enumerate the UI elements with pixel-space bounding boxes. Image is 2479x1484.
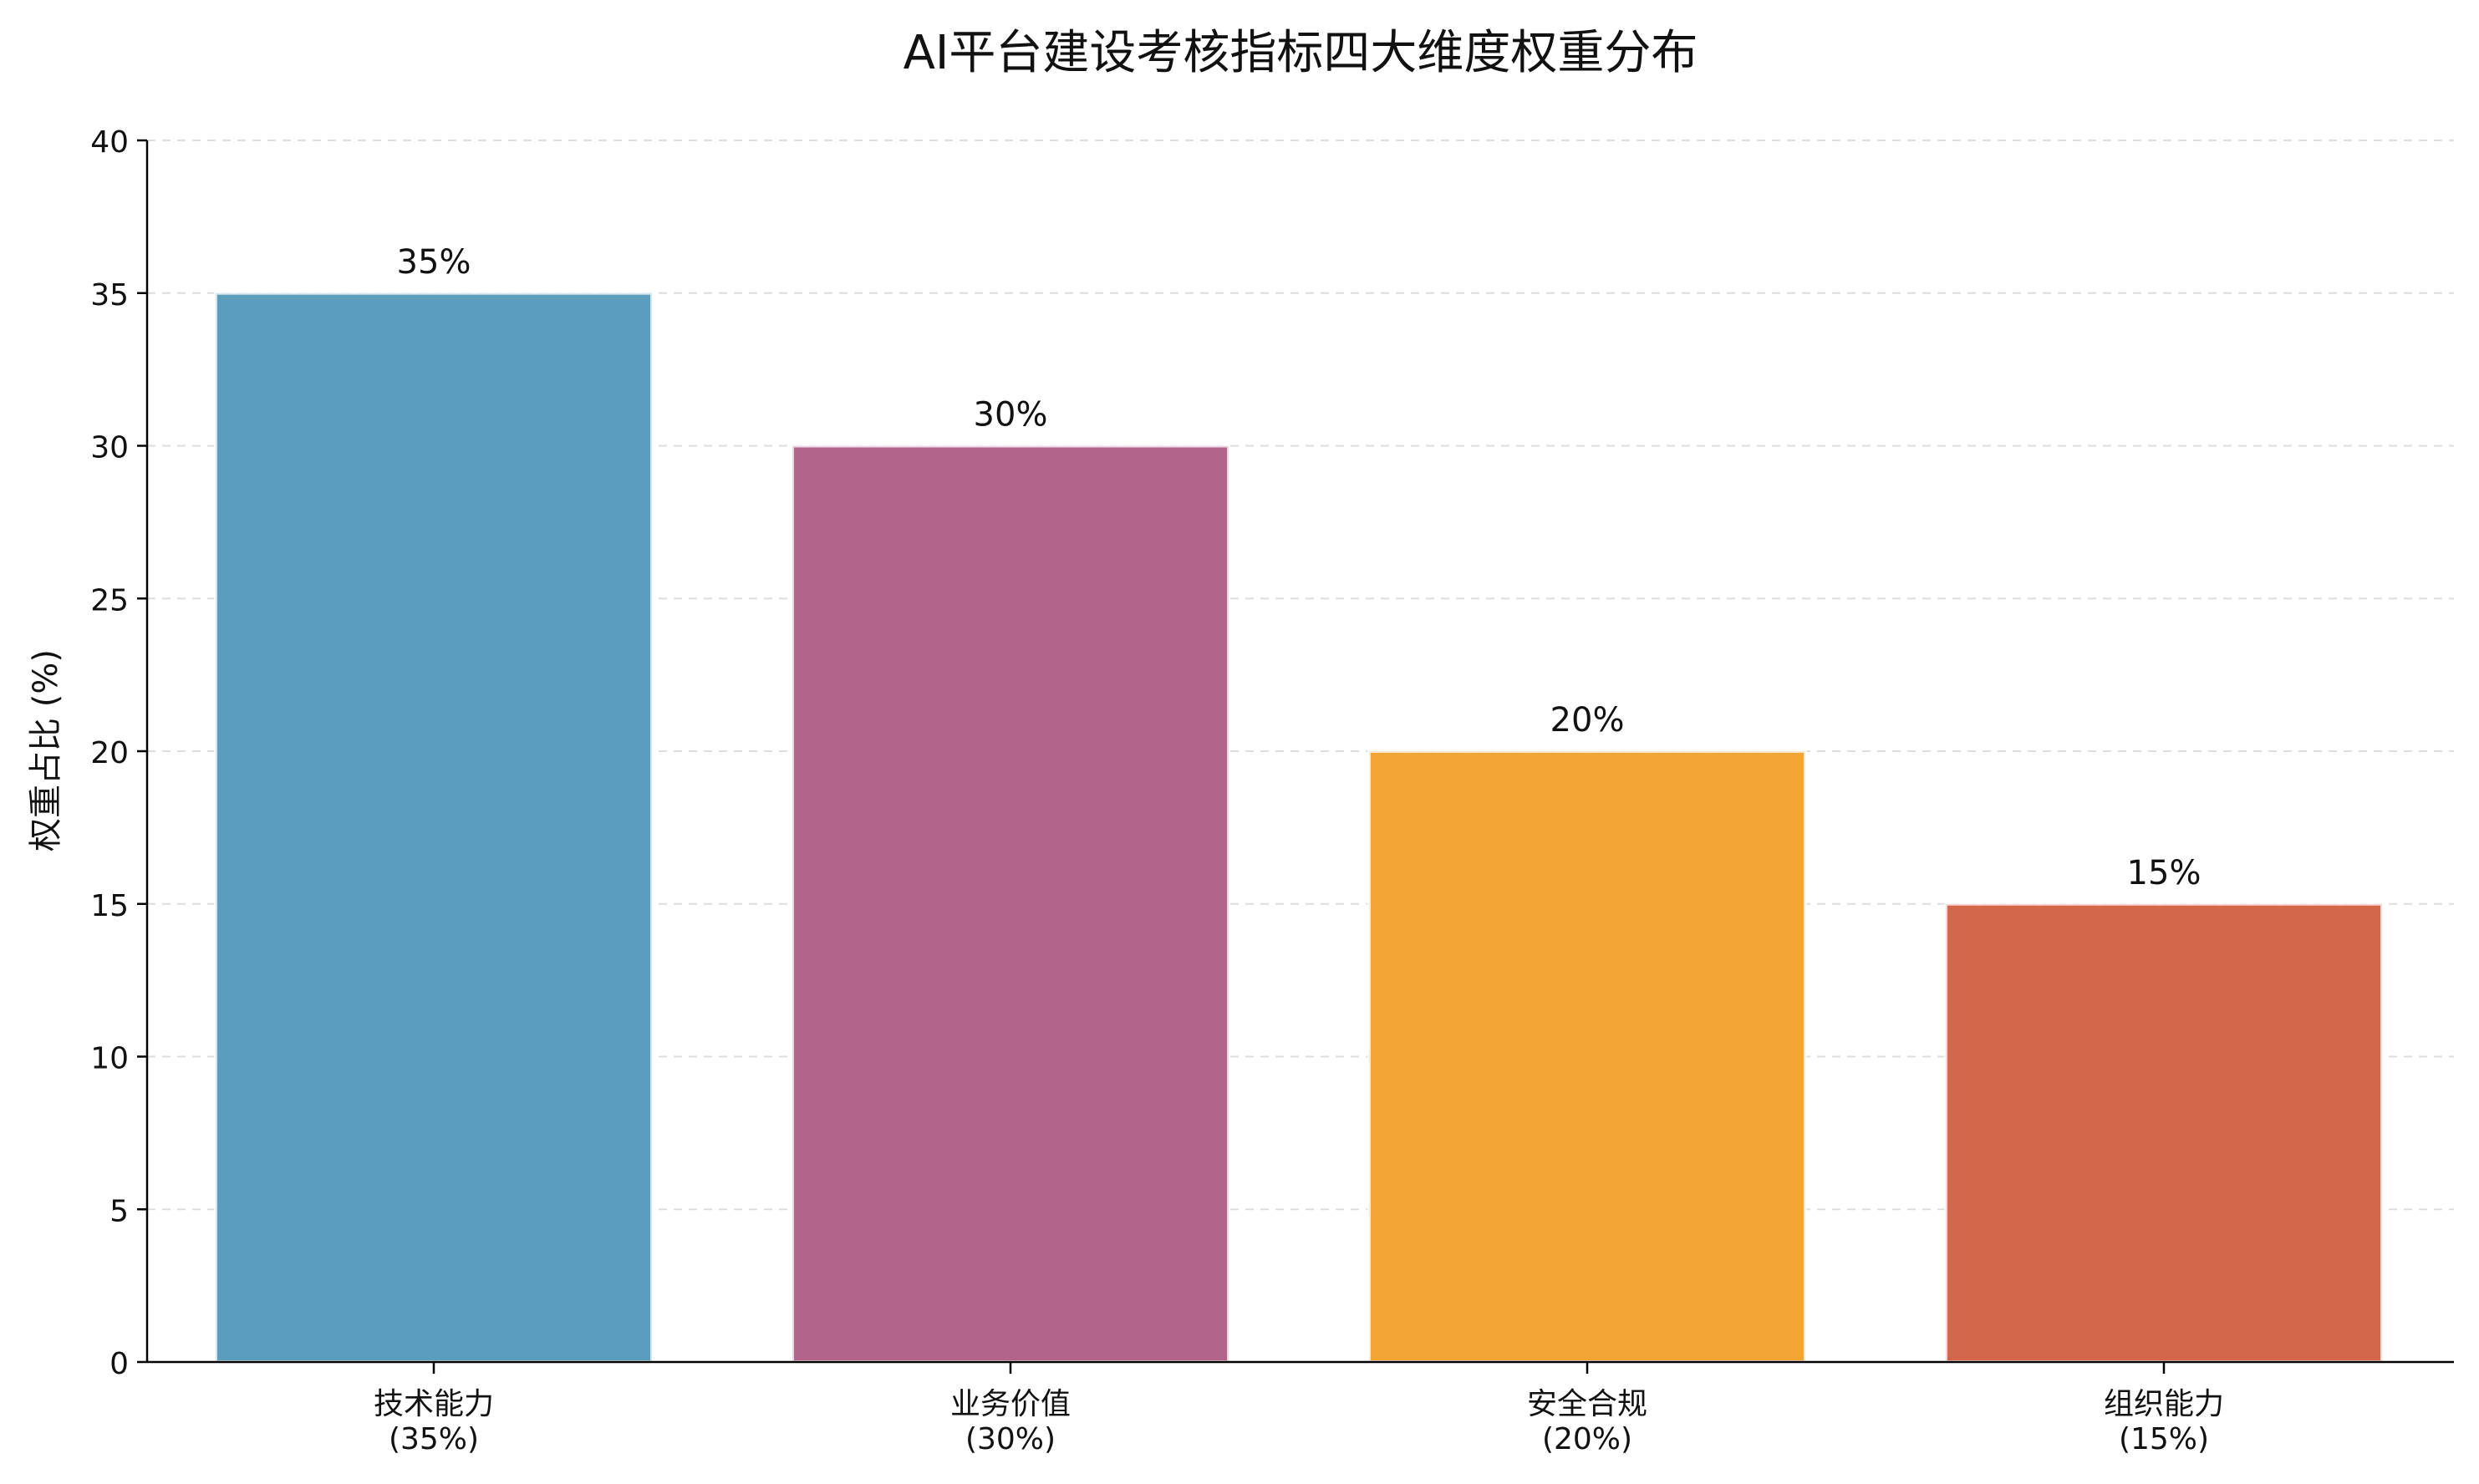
data-label: 20% <box>1550 701 1625 739</box>
x-tick-label: 组织能力 <box>2104 1387 2224 1421</box>
y-tick-label: 5 <box>109 1194 129 1228</box>
x-tick-label: 技术能力 <box>374 1387 494 1421</box>
y-tick-label: 20 <box>90 736 129 770</box>
chart-title: AI平台建设考核指标四大维度权重分布 <box>904 26 1698 80</box>
y-tick-label: 25 <box>90 583 129 617</box>
bar <box>1367 750 1807 1364</box>
data-label: 15% <box>2127 854 2202 892</box>
y-tick-label: 10 <box>90 1042 129 1076</box>
y-axis-label: 权重占比 (%) <box>27 649 65 851</box>
data-label: 30% <box>974 396 1048 435</box>
bar <box>214 291 654 1364</box>
y-tick-label: 40 <box>90 125 129 160</box>
y-tick-label: 35 <box>90 278 129 313</box>
x-tick-label: (15%) <box>2119 1422 2209 1456</box>
bar <box>791 444 1230 1364</box>
y-tick-label: 0 <box>109 1347 129 1381</box>
y-tick-label: 15 <box>90 889 129 923</box>
x-tick-label: 业务价值 <box>950 1387 1071 1421</box>
x-tick-label: (30%) <box>965 1422 1056 1456</box>
y-tick-label: 30 <box>90 431 129 465</box>
x-tick-label: (35%) <box>389 1422 479 1456</box>
x-tick-label: (20%) <box>1542 1422 1632 1456</box>
data-label: 35% <box>397 243 471 282</box>
x-tick-label: 安全合规 <box>1527 1387 1647 1421</box>
bar <box>1944 902 2384 1364</box>
